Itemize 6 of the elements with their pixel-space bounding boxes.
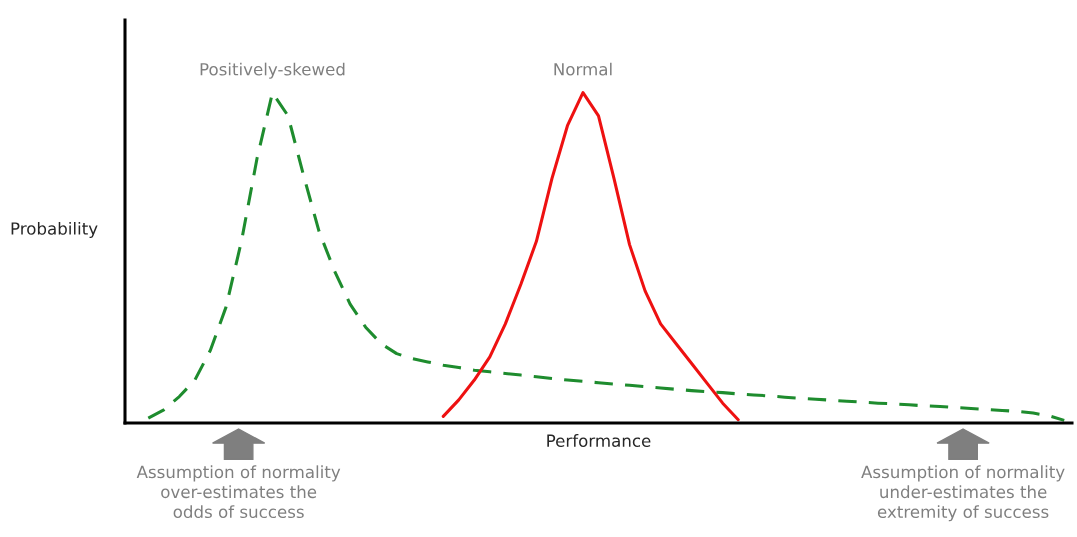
series-label: Positively-skewed: [200, 62, 345, 79]
y-axis-title: Probability: [11, 221, 98, 239]
x-axis-title: Performance: [547, 434, 651, 448]
text: Assumption of normality under-estimates the extremity of success: [861, 465, 1065, 522]
text: Assumption of normality over-estimates the odds of success: [136, 465, 341, 519]
series-label: Normal: [554, 62, 612, 76]
